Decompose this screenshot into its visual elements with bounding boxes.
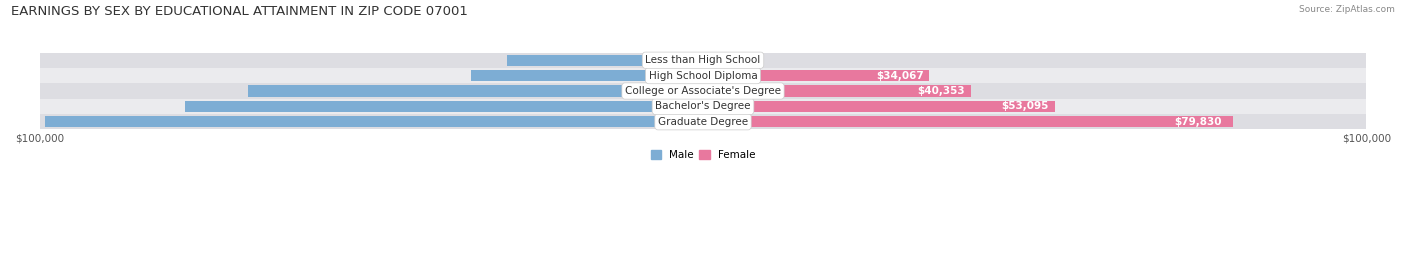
Text: $78,068: $78,068: [693, 101, 741, 111]
Text: $79,830: $79,830: [1174, 117, 1222, 127]
Text: $29,597: $29,597: [699, 55, 747, 65]
Text: Source: ZipAtlas.com: Source: ZipAtlas.com: [1299, 5, 1395, 14]
Text: $34,067: $34,067: [877, 70, 925, 81]
Text: Bachelor's Degree: Bachelor's Degree: [655, 101, 751, 111]
Legend: Male, Female: Male, Female: [647, 146, 759, 164]
Text: $99,226: $99,226: [690, 117, 737, 127]
Text: Less than High School: Less than High School: [645, 55, 761, 65]
Text: $40,353: $40,353: [918, 86, 966, 96]
Bar: [247, 85, 703, 96]
Text: College or Associate's Degree: College or Associate's Degree: [626, 86, 780, 96]
Bar: [186, 101, 703, 112]
Bar: [39, 68, 1367, 83]
Bar: [39, 83, 1367, 99]
Bar: [471, 70, 703, 81]
Bar: [39, 53, 1367, 68]
Text: $34,992: $34,992: [699, 70, 745, 81]
Text: $0: $0: [713, 55, 727, 65]
Bar: [703, 116, 1233, 127]
Bar: [39, 114, 1367, 129]
Bar: [703, 85, 970, 96]
Text: Graduate Degree: Graduate Degree: [658, 117, 748, 127]
Text: EARNINGS BY SEX BY EDUCATIONAL ATTAINMENT IN ZIP CODE 07001: EARNINGS BY SEX BY EDUCATIONAL ATTAINMEN…: [11, 5, 468, 18]
Bar: [506, 55, 703, 66]
Text: High School Diploma: High School Diploma: [648, 70, 758, 81]
Bar: [703, 101, 1056, 112]
Bar: [703, 70, 929, 81]
Bar: [39, 99, 1367, 114]
Text: $68,563: $68,563: [695, 86, 741, 96]
Text: $53,095: $53,095: [1001, 101, 1049, 111]
Bar: [45, 116, 703, 127]
